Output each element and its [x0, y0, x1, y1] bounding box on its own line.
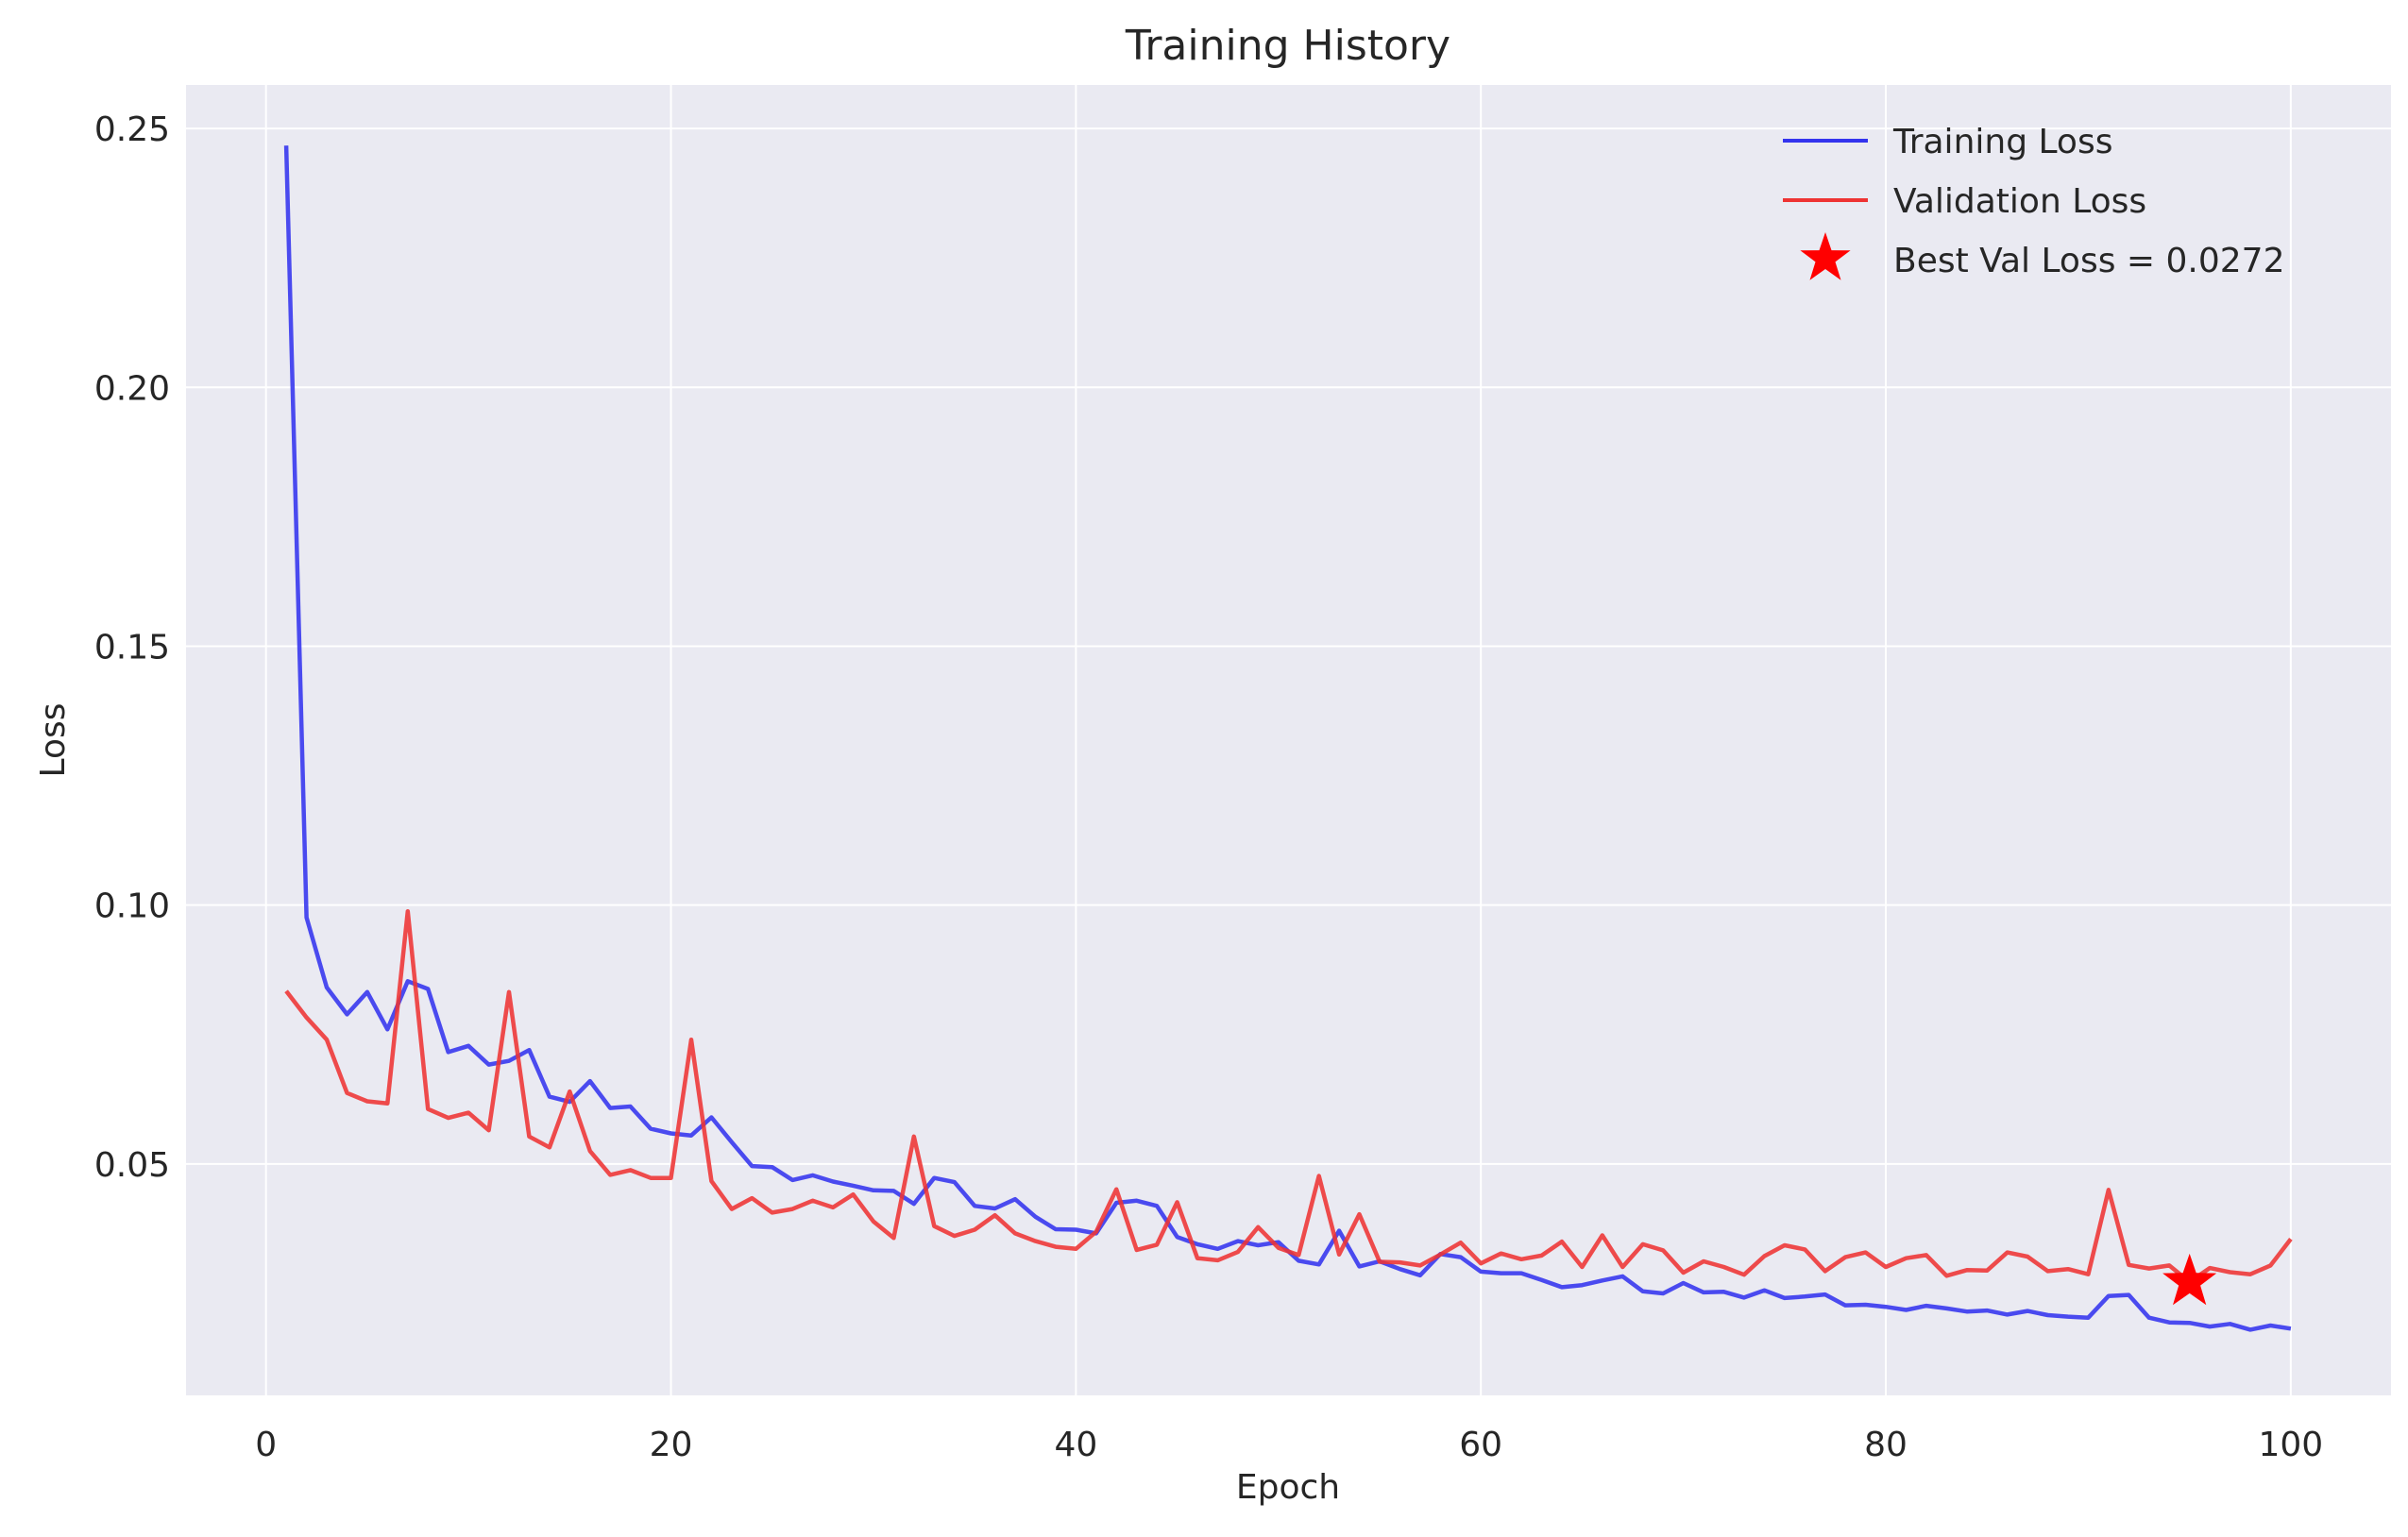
y-tick-label: 0.10: [94, 887, 170, 926]
y-axis-label: Loss: [34, 703, 73, 778]
plot-area-background: [186, 85, 2391, 1395]
y-tick-label: 0.20: [94, 369, 170, 408]
legend-label-training: Training Loss: [1892, 123, 2112, 161]
legend-label-validation: Validation Loss: [1893, 182, 2146, 221]
x-tick-label: 80: [1864, 1426, 1908, 1464]
grid-lines: [186, 85, 2391, 1395]
legend-star-icon: [1800, 232, 1851, 280]
x-tick-label: 40: [1054, 1426, 1097, 1464]
y-tick-label: 0.05: [94, 1146, 170, 1185]
y-tick-label: 0.25: [94, 110, 170, 149]
best-val-loss-star: [2162, 1253, 2217, 1306]
x-tick-label: 60: [1459, 1426, 1502, 1464]
series-lines: [283, 145, 2293, 1332]
x-tick-label: 100: [2259, 1426, 2324, 1464]
tick-labels: 0 20 40 60 80 100 0.05 0.10 0.15 0.20 0.25: [94, 110, 2323, 1464]
validation-loss-line: [284, 908, 2293, 1285]
y-tick-label: 0.15: [94, 628, 170, 667]
legend-label-best: Best Val Loss = 0.0272: [1893, 242, 2284, 280]
chart-title: Training History: [1125, 22, 1450, 70]
x-tick-label: 0: [255, 1426, 277, 1464]
legend: Training Loss Validation Loss Best Val L…: [1783, 123, 2284, 280]
x-tick-label: 20: [650, 1426, 693, 1464]
x-axis-label: Epoch: [1236, 1468, 1340, 1507]
best-point-layer: [2162, 1253, 2217, 1306]
